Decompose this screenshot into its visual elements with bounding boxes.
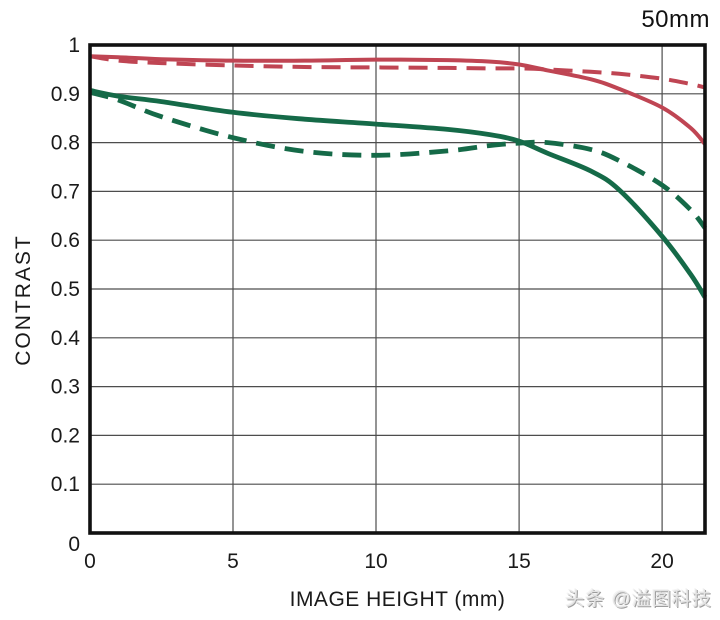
y-tick-label: 0.5 — [51, 278, 80, 301]
curve-green-dashed — [89, 89, 707, 230]
y-tick-label: 1 — [68, 34, 80, 57]
curve-red-dashed — [89, 54, 706, 90]
curve-green-solid — [89, 88, 708, 299]
y-tick-label: 0.8 — [51, 132, 80, 155]
plot-frame — [88, 43, 707, 535]
focal-length-title: 50mm — [641, 6, 710, 33]
x-tick-label: 0 — [84, 550, 96, 573]
y-tick-label: 0.2 — [51, 424, 80, 447]
y-tick-label: 0.9 — [51, 83, 80, 106]
watermark-text: 头条 @溢图科技 — [565, 589, 712, 610]
x-tick-label: 20 — [650, 550, 673, 573]
y-tick-label: 0 — [68, 533, 80, 556]
y-tick-label: 0.6 — [51, 229, 80, 252]
curve-red-solid — [89, 54, 707, 146]
x-tick-label: 15 — [507, 550, 530, 573]
y-tick-label: 0.3 — [51, 376, 80, 399]
x-tick-label: 5 — [227, 550, 239, 573]
y-tick-label: 0.7 — [51, 180, 80, 203]
y-tick-label: 0.4 — [51, 327, 81, 350]
x-axis-title: IMAGE HEIGHT (mm) — [289, 588, 506, 611]
y-tick-label: 0.1 — [51, 473, 80, 496]
x-tick-label: 10 — [364, 550, 387, 573]
y-axis-title: CONTRAST — [12, 234, 35, 366]
